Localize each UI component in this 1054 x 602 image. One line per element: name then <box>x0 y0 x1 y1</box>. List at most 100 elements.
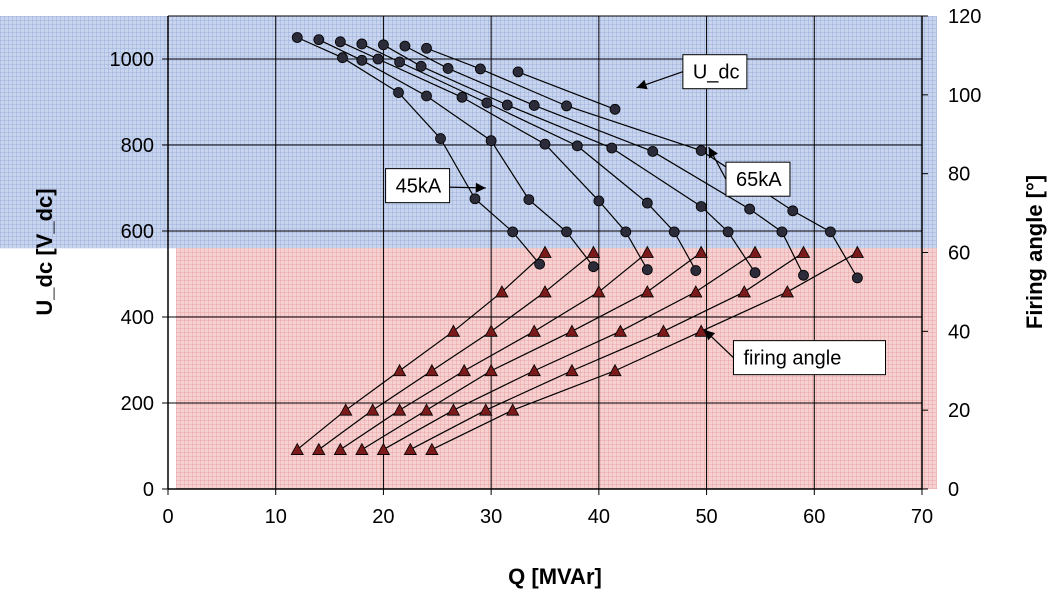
y-right-tick-label: 0 <box>948 479 959 501</box>
udc-point <box>435 133 446 144</box>
annotation-label: U_dc <box>693 62 740 84</box>
y-left-tick-label: 600 <box>121 221 154 243</box>
firing-point <box>446 403 461 416</box>
firing-point <box>376 442 391 455</box>
x-tick-label: 70 <box>911 506 933 528</box>
firing-point <box>586 245 601 258</box>
y-right-tick-label: 60 <box>948 243 970 265</box>
udc-point <box>620 226 632 238</box>
udc-point <box>539 138 551 150</box>
y-right-tick-label: 100 <box>948 85 981 107</box>
udc-point <box>399 40 411 52</box>
udc-point <box>690 265 702 276</box>
firing-point <box>419 403 434 416</box>
udc-point <box>744 203 756 215</box>
x-tick-label: 30 <box>480 506 502 528</box>
udc-point <box>456 91 468 103</box>
y-right-tick-label: 120 <box>948 6 981 28</box>
udc-point <box>393 87 404 98</box>
udc-point <box>561 226 572 238</box>
udc-point <box>776 226 788 238</box>
firing-point <box>290 442 304 455</box>
firing-point <box>565 363 579 377</box>
udc-point <box>372 53 384 65</box>
firing-point <box>392 403 407 416</box>
firing-point <box>565 324 579 337</box>
firing-point <box>506 403 520 416</box>
annotation-box <box>385 168 451 204</box>
annotation-box <box>733 340 886 376</box>
udc-point <box>334 36 346 48</box>
udc-point <box>588 261 599 273</box>
firing-series-line <box>340 252 648 451</box>
axis-text: 0 10 20 30 40 50 60 70 0 200 400 600 800 1000 0 20 40 60 8… <box>32 6 1047 589</box>
firing-point <box>484 363 498 377</box>
firing-series-line <box>410 252 804 451</box>
firing-point <box>608 363 622 377</box>
firing-point <box>748 245 762 258</box>
firing-point <box>457 363 471 377</box>
annotation-arrowhead <box>636 79 648 90</box>
udc-series-line <box>517 71 616 110</box>
firing-point <box>694 245 708 258</box>
annotation-arrowhead <box>704 329 716 341</box>
annotations: U_dc 65kA 45kA firing angle <box>385 54 886 376</box>
udc-point <box>606 142 618 154</box>
firing-point <box>656 324 671 337</box>
y-right-tick-label: 80 <box>948 164 970 186</box>
udc-point <box>695 201 707 212</box>
annotation-label: firing angle <box>744 348 842 370</box>
udc-point <box>851 272 863 284</box>
x-tick-label: 50 <box>695 506 717 528</box>
annotation-arrowhead <box>708 147 718 159</box>
x-axis-title: Q [MVAr] <box>508 564 602 589</box>
y-right-tick-label: 20 <box>948 400 970 422</box>
udc-point <box>485 135 497 147</box>
udc-point <box>507 226 519 238</box>
firing-point <box>312 442 326 455</box>
y-left-tick-label: 400 <box>121 307 154 329</box>
udc-point <box>668 226 680 238</box>
udc-point <box>695 145 707 156</box>
y-left-tick-label: 0 <box>143 479 154 501</box>
firing-point <box>446 324 461 337</box>
udc-point <box>534 258 546 270</box>
annotation-box <box>682 54 748 90</box>
udc-point <box>378 39 389 51</box>
udc-point <box>481 97 493 109</box>
grid <box>168 16 922 489</box>
axes <box>162 15 928 495</box>
firing-point <box>484 324 498 337</box>
udc-point <box>421 42 432 54</box>
firing-series-line <box>431 251 858 451</box>
udc-point <box>609 103 621 115</box>
firing-point <box>527 363 541 377</box>
y-left-tick-label: 200 <box>121 393 154 415</box>
y-left-tick-label: 800 <box>121 135 154 157</box>
firing-point <box>365 403 380 416</box>
series-markers <box>290 32 865 455</box>
x-tick-label: 0 <box>162 506 173 528</box>
y-axis-right-title: Firing angle [°] <box>1022 175 1047 329</box>
udc-point <box>474 63 486 75</box>
udc-point <box>641 197 653 209</box>
firing-series-line <box>296 252 546 451</box>
x-tick-label: 60 <box>803 506 825 528</box>
udc-point <box>722 226 734 238</box>
udc-point <box>313 34 325 46</box>
firing-series-line <box>361 252 702 451</box>
firing-point <box>737 285 751 298</box>
udc-point <box>561 100 572 112</box>
udc-point <box>641 264 653 276</box>
udc-point <box>749 267 761 279</box>
udc-point <box>394 56 405 68</box>
x-tick-label: 40 <box>588 506 610 528</box>
firing-point <box>640 245 655 258</box>
annotation-arrowhead <box>475 182 486 193</box>
firing-point <box>479 403 493 416</box>
firing-point <box>694 324 708 337</box>
udc-point <box>647 146 659 157</box>
annotation-box <box>725 161 791 197</box>
udc-point <box>469 193 481 205</box>
